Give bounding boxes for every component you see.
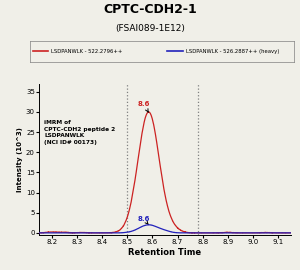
Text: LSDPANWLK - 522.2796++: LSDPANWLK - 522.2796++	[51, 49, 122, 54]
X-axis label: Retention Time: Retention Time	[128, 248, 202, 257]
Text: 8.6: 8.6	[137, 216, 150, 225]
Text: iMRM of
CPTC-CDH2 peptide 2
LSDPANWLK
(NCI ID# 00173): iMRM of CPTC-CDH2 peptide 2 LSDPANWLK (N…	[44, 120, 115, 145]
Text: LSDPANWLK - 526.2887++ (heavy): LSDPANWLK - 526.2887++ (heavy)	[186, 49, 279, 54]
Text: CPTC-CDH2-1: CPTC-CDH2-1	[103, 3, 197, 16]
Y-axis label: Intensity (10^3): Intensity (10^3)	[17, 127, 23, 192]
Text: (FSAI089-1E12): (FSAI089-1E12)	[115, 24, 185, 33]
Text: 8.6: 8.6	[137, 101, 150, 112]
